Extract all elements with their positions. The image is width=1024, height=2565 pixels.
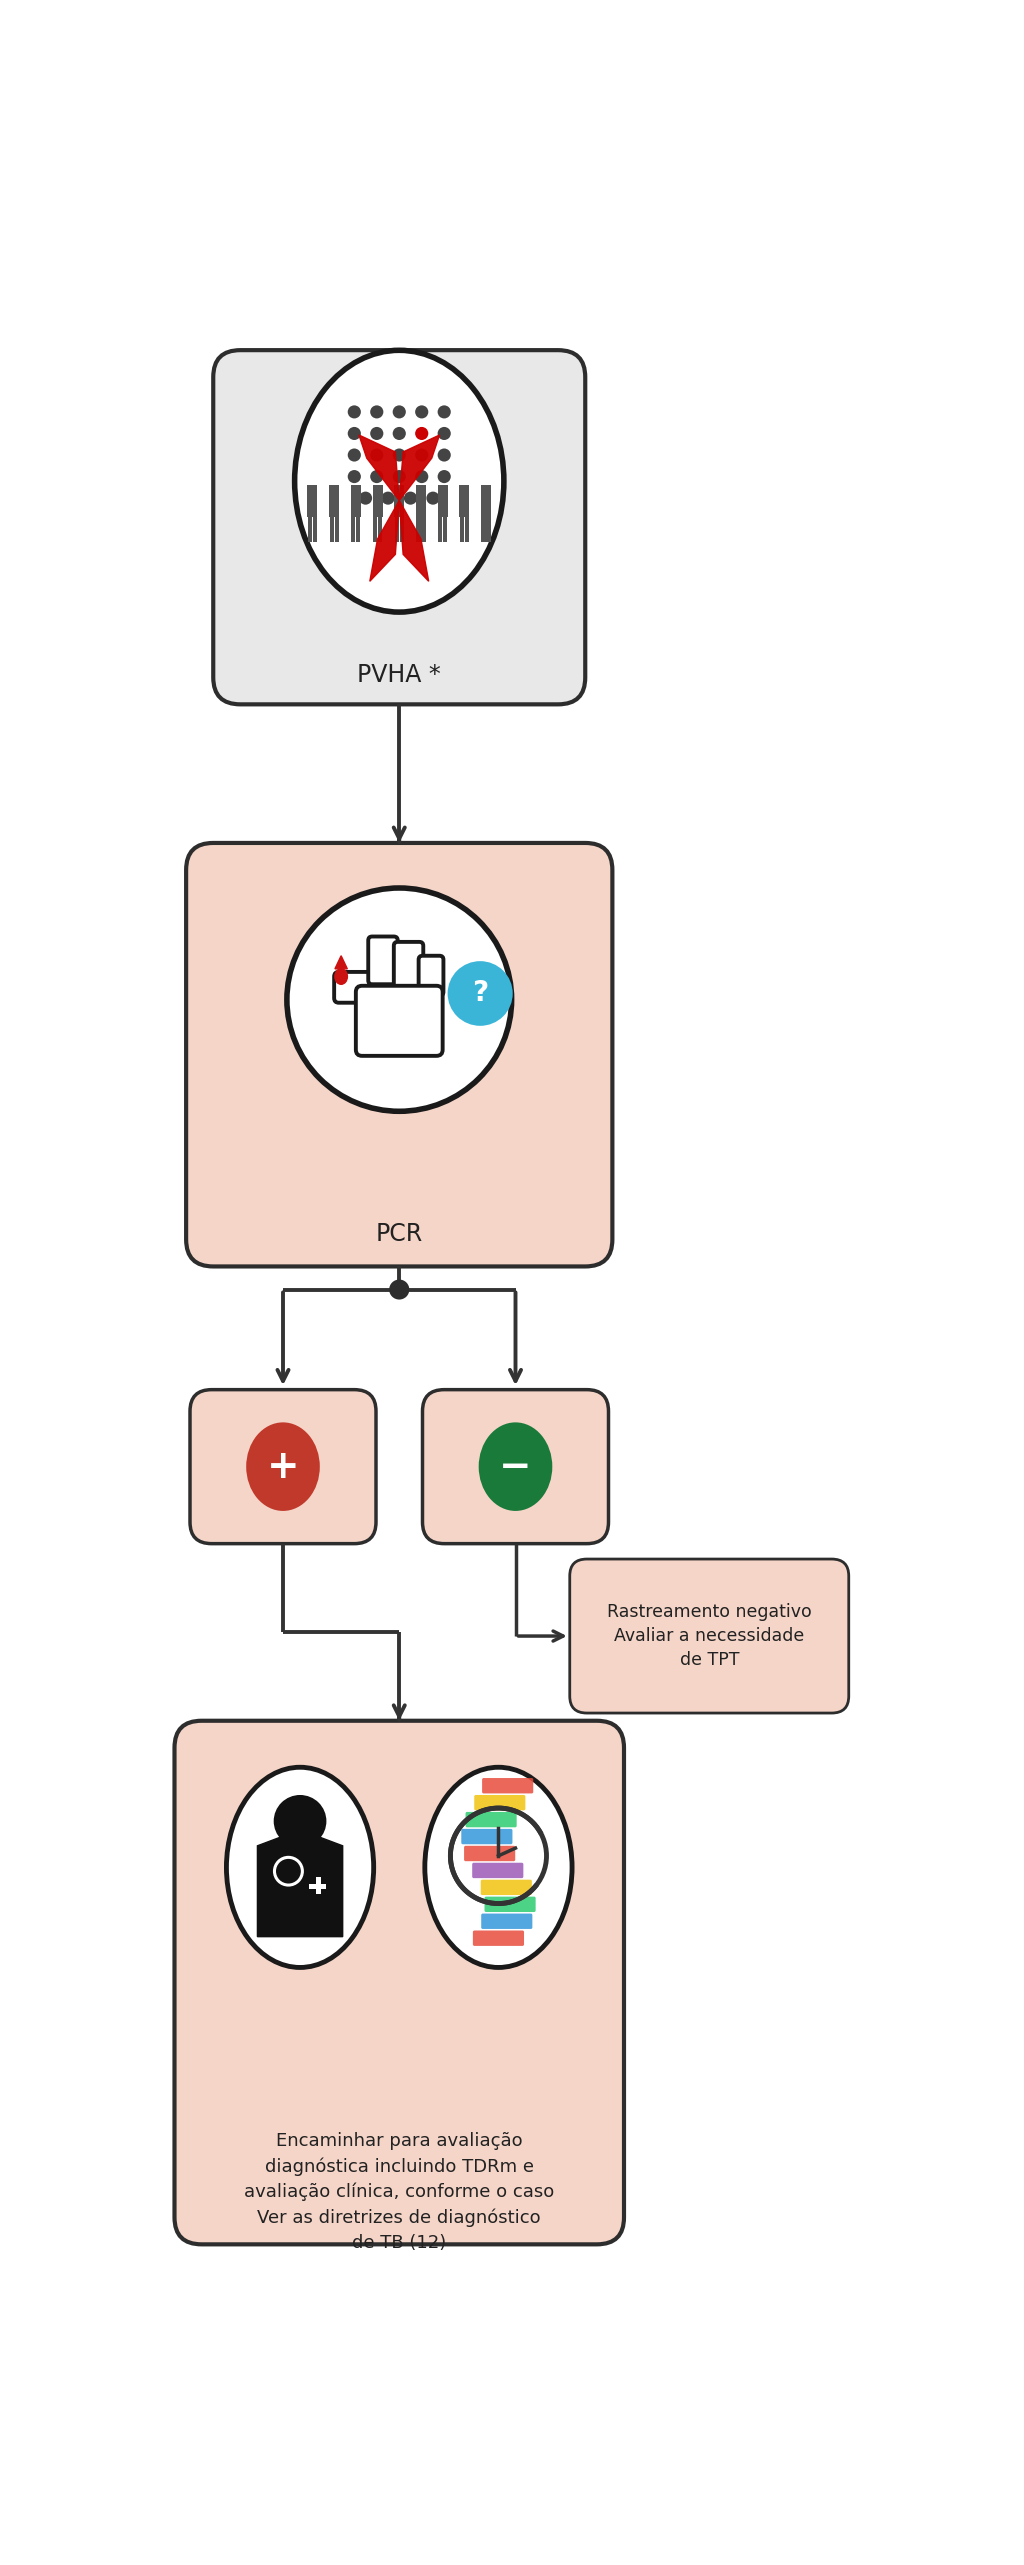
- Circle shape: [426, 492, 439, 505]
- Circle shape: [348, 426, 360, 441]
- Circle shape: [392, 405, 406, 418]
- Ellipse shape: [226, 1767, 374, 1967]
- FancyBboxPatch shape: [473, 1931, 524, 1947]
- Bar: [356, 518, 360, 541]
- Circle shape: [392, 449, 406, 462]
- Circle shape: [273, 1795, 327, 1847]
- Bar: [378, 518, 382, 541]
- Circle shape: [403, 492, 417, 505]
- Circle shape: [437, 469, 451, 482]
- Polygon shape: [399, 436, 439, 500]
- Bar: [417, 518, 421, 541]
- FancyBboxPatch shape: [394, 941, 423, 990]
- FancyBboxPatch shape: [461, 1829, 512, 1844]
- Circle shape: [437, 449, 451, 462]
- Circle shape: [371, 449, 383, 462]
- Polygon shape: [399, 500, 429, 582]
- FancyBboxPatch shape: [482, 1778, 534, 1793]
- Bar: [465, 518, 469, 541]
- FancyBboxPatch shape: [472, 1862, 523, 1878]
- Circle shape: [371, 405, 383, 418]
- Bar: [481, 518, 485, 541]
- Polygon shape: [335, 957, 347, 970]
- Bar: [486, 518, 490, 541]
- Circle shape: [348, 405, 360, 418]
- Circle shape: [415, 469, 428, 482]
- Bar: [351, 485, 360, 518]
- FancyBboxPatch shape: [466, 1811, 517, 1826]
- FancyBboxPatch shape: [423, 1390, 608, 1544]
- Bar: [373, 485, 383, 518]
- Polygon shape: [370, 500, 399, 582]
- Ellipse shape: [246, 1424, 319, 1511]
- FancyBboxPatch shape: [334, 972, 391, 1003]
- Circle shape: [392, 426, 406, 441]
- FancyBboxPatch shape: [174, 1721, 624, 2244]
- Circle shape: [287, 887, 512, 1111]
- Circle shape: [415, 426, 428, 441]
- Bar: [308, 518, 312, 541]
- FancyBboxPatch shape: [186, 844, 612, 1267]
- Ellipse shape: [425, 1767, 572, 1967]
- Bar: [351, 518, 355, 541]
- Text: PCR: PCR: [376, 1221, 423, 1247]
- FancyBboxPatch shape: [213, 351, 586, 705]
- Circle shape: [447, 962, 513, 1026]
- FancyBboxPatch shape: [190, 1390, 376, 1544]
- FancyBboxPatch shape: [474, 1795, 525, 1811]
- Circle shape: [415, 449, 428, 462]
- Circle shape: [381, 492, 394, 505]
- Ellipse shape: [478, 1424, 552, 1511]
- Bar: [313, 518, 317, 541]
- Circle shape: [392, 469, 406, 482]
- FancyBboxPatch shape: [356, 985, 442, 1057]
- Circle shape: [437, 426, 451, 441]
- Ellipse shape: [295, 351, 504, 613]
- Bar: [309, 1883, 327, 1888]
- Text: +: +: [266, 1447, 299, 1485]
- Bar: [330, 518, 334, 541]
- Bar: [416, 485, 426, 518]
- Polygon shape: [257, 1834, 343, 1937]
- Polygon shape: [359, 436, 399, 500]
- Bar: [460, 485, 469, 518]
- Circle shape: [389, 1280, 410, 1300]
- Bar: [373, 518, 377, 541]
- FancyBboxPatch shape: [419, 957, 443, 995]
- Circle shape: [415, 405, 428, 418]
- Circle shape: [348, 469, 360, 482]
- FancyBboxPatch shape: [369, 936, 397, 985]
- Text: Encaminhar para avaliação
diagnóstica incluindo TDRm e
avaliação clínica, confor: Encaminhar para avaliação diagnóstica in…: [244, 2132, 554, 2252]
- Bar: [335, 518, 339, 541]
- Bar: [394, 518, 399, 541]
- Ellipse shape: [334, 967, 348, 985]
- Bar: [329, 485, 339, 518]
- Circle shape: [348, 449, 360, 462]
- Circle shape: [371, 469, 383, 482]
- Text: PVHA *: PVHA *: [357, 664, 441, 687]
- Bar: [394, 485, 404, 518]
- Bar: [443, 518, 447, 541]
- Bar: [399, 518, 403, 541]
- FancyBboxPatch shape: [569, 1560, 849, 1713]
- Bar: [438, 518, 442, 541]
- Text: Rastreamento negativo
Avaliar a necessidade
de TPT: Rastreamento negativo Avaliar a necessid…: [607, 1603, 812, 1670]
- FancyBboxPatch shape: [484, 1896, 536, 1911]
- Text: −: −: [499, 1447, 531, 1485]
- Circle shape: [437, 405, 451, 418]
- Bar: [316, 1878, 322, 1896]
- FancyBboxPatch shape: [480, 1880, 531, 1896]
- Bar: [460, 518, 464, 541]
- Circle shape: [359, 492, 372, 505]
- FancyBboxPatch shape: [481, 1913, 532, 1929]
- Text: ?: ?: [472, 980, 488, 1008]
- FancyBboxPatch shape: [464, 1847, 515, 1862]
- Circle shape: [371, 426, 383, 441]
- Bar: [307, 485, 317, 518]
- Bar: [421, 518, 426, 541]
- Bar: [437, 485, 447, 518]
- Bar: [481, 485, 492, 518]
